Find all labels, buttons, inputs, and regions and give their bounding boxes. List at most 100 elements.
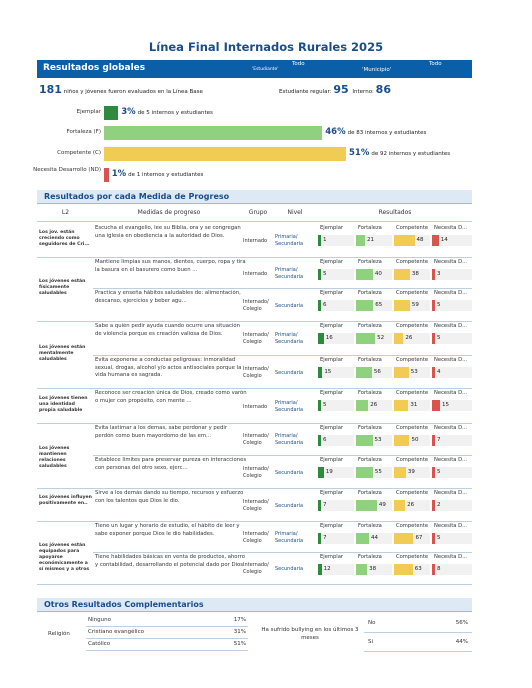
nivel-value: Secundaria [275,502,304,509]
result-bar [432,269,435,280]
result-bar [356,269,373,280]
header-divider [37,221,472,222]
result-cell: 12 [318,564,354,575]
evaluated-text: niños y jóvenes fueron evaluados en la L… [63,89,203,95]
result-value: 15 [324,369,332,375]
result-cell: 31 [394,400,430,411]
result-value: 59 [411,302,419,308]
result-value: 4 [437,369,441,375]
result-value: 26 [405,335,413,341]
result-value: 5 [323,271,327,277]
result-cell: 5 [318,400,354,411]
medida-text: Establece límites para preservar pureza … [95,457,247,471]
level-label: Competente (C) [57,150,101,156]
municipio-filter-value[interactable]: Todo [429,61,442,67]
result-header: Necesita D... [434,425,468,431]
result-header: Competente [396,490,429,496]
result-cell: 26 [394,500,430,511]
group-divider [37,257,472,258]
result-value: 26 [370,402,378,408]
header-grupo: Grupo [248,209,268,216]
student-type-summary: Estudiante regular: 95 Interno: 86 [279,83,391,96]
result-header: Necesita D... [434,225,468,231]
result-bar [318,467,324,478]
level-percent: 51% [349,148,370,158]
result-header: Competente [396,457,429,463]
level-bar [104,106,119,120]
l2-category: Los jóvenes están físicamente saludables [39,279,86,296]
result-header: Ejemplar [320,323,344,329]
result-bar [394,333,404,344]
progress-section-title: Resultados por cada Medida de Progreso [44,192,230,201]
result-header: Fortaleza [358,290,382,296]
regular-label: Estudiante regular: [279,89,332,95]
result-value: 7 [323,502,327,508]
result-header: Ejemplar [320,457,344,463]
result-cell: 53 [356,435,392,446]
result-bar [356,467,373,478]
medida-text: Tiene un lugar y horario de estudio, el … [95,523,240,537]
medida-text: Practica y enseña hábitos saludables de:… [95,290,241,304]
result-cell: 59 [394,300,430,311]
intern-label: Interno: [352,89,374,95]
result-value: 6 [323,302,327,308]
result-header: Necesita D... [434,259,468,265]
result-header: Fortaleza [358,554,382,560]
result-bar [394,367,409,378]
result-bar [318,400,321,411]
result-cell: 5 [432,300,472,311]
result-cell: 5 [432,533,472,544]
result-value: 19 [325,469,333,475]
result-header: Necesita D... [434,554,468,560]
result-cell: 65 [356,300,392,311]
nivel-value: Secundaria [275,469,304,476]
result-cell: 40 [356,269,392,280]
religion-option-value: 17% [233,617,246,623]
result-cell: 49 [356,500,392,511]
result-cell: 53 [394,367,430,378]
result-bar [318,435,321,446]
result-value: 16 [325,335,333,341]
row-divider [93,288,472,289]
result-cell: 19 [318,467,354,478]
result-header: Ejemplar [320,554,344,560]
nivel-value: Primaria/ Secundaria [275,234,304,247]
result-header: Fortaleza [358,357,382,363]
group-divider [37,388,472,389]
nivel-value: Primaria/ Secundaria [275,332,304,345]
bullying-option-label: Si [368,639,374,645]
header-nivel: Nivel [287,209,303,216]
medida-text: Sirve a los demás dando su tiempo, recur… [95,490,244,504]
level-value: 1% de 1 internos y estudiantes [112,169,204,179]
religion-label: Religión [48,631,70,637]
nivel-value: Secundaria [275,302,304,309]
row-divider [93,455,472,456]
page-title: Línea Final Internados Rurales 2025 [148,40,384,54]
result-cell: 63 [394,564,430,575]
result-cell: 4 [432,367,472,378]
religion-row-divider [86,638,248,639]
result-bar [394,564,413,575]
result-header: Necesita D... [434,323,468,329]
nivel-value: Primaria/ Secundaria [275,266,304,280]
row-divider [93,552,472,553]
result-bar [356,533,369,544]
result-bar [432,564,435,575]
result-bar [318,333,324,344]
level-percent: 3% [121,107,136,117]
grupo-value: Internado/ Colegio [243,332,269,345]
religion-option-label: Cristiano evangélico [88,629,144,635]
result-cell: 6 [318,435,354,446]
result-header: Ejemplar [320,523,344,529]
result-bar [432,400,440,411]
header-l2: L2 [61,209,70,216]
result-header: Competente [396,554,429,560]
student-filter-value[interactable]: Todo [292,61,305,67]
result-bar [394,300,410,311]
medida-text: Evita lastimar a los demas, sabe perdona… [95,425,228,439]
result-header: Fortaleza [358,225,382,231]
result-header: Competente [396,290,429,296]
result-cell: 44 [356,533,392,544]
result-bar [394,400,409,411]
result-cell: 48 [394,235,430,246]
